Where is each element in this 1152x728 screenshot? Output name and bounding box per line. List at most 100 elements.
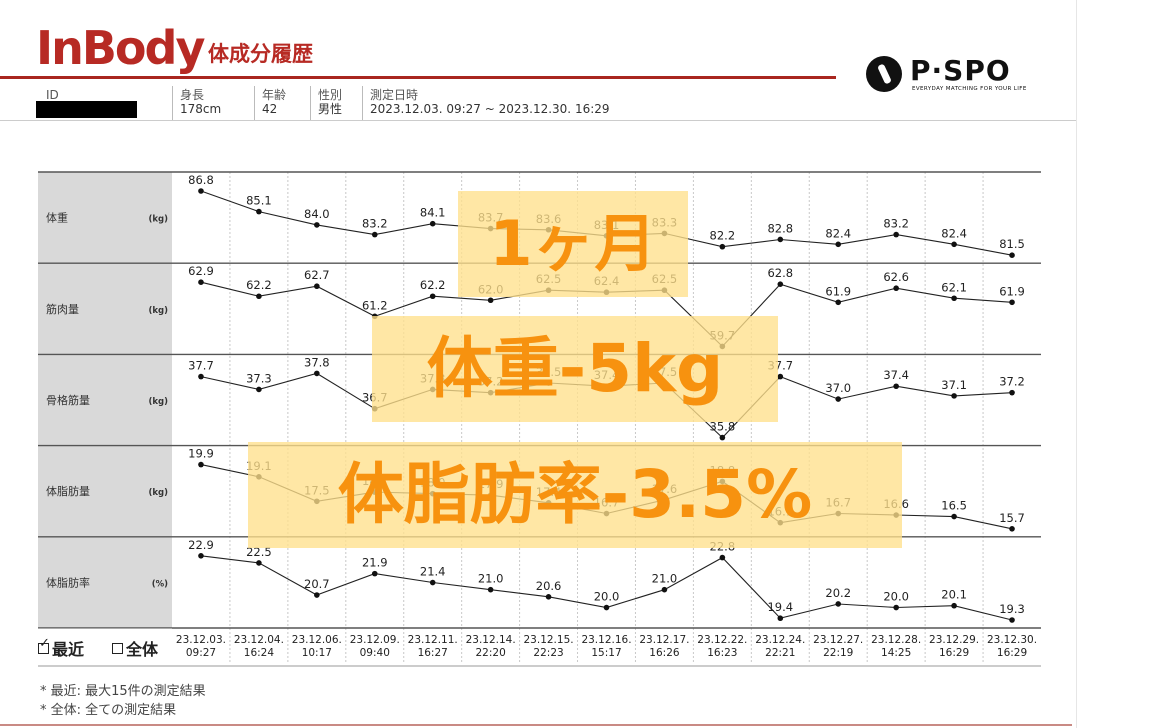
data-point [719,554,726,561]
date-value: 2023.12.03. 09:27 ~ 2023.12.30. 16:29 [370,102,610,116]
x-tick-label: 15:17 [591,647,621,659]
overlay-fat-rate: 体脂肪率-3.5% [248,442,902,548]
legend-recent-label: 最近 [52,640,85,659]
data-point [198,553,204,559]
data-label: 21.4 [420,565,446,579]
data-label: 37.8 [304,355,330,369]
data-label: 62.9 [188,264,214,278]
data-point [256,386,262,393]
x-tick-label: 16:29 [997,647,1027,659]
series-unit: (kg) [148,215,168,225]
height-field: 身長 178cm [180,88,221,116]
data-point [1009,617,1015,623]
data-point [835,396,842,402]
data-point [256,560,262,566]
series-name: 骨格筋量 [46,393,90,407]
title-rule [0,76,836,79]
age-field: 年齢 42 [262,88,286,116]
data-point [371,231,378,238]
x-tick-label: 23.12.24. [755,634,805,646]
data-label: 19.4 [767,600,793,614]
data-label: 62.7 [304,268,330,282]
x-tick-label: 23.12.06. [292,634,342,646]
data-label: 85.1 [246,194,272,208]
brand-tagline: EVERYDAY MATCHING FOR YOUR LIFE [912,86,1027,92]
x-tick-label: 09:40 [360,647,390,659]
id-redacted [36,101,137,118]
sex-field: 性別 男性 [318,88,342,116]
data-label: 37.3 [246,371,272,385]
x-tick-label: 16:23 [707,647,737,659]
data-label: 82.8 [767,221,793,235]
data-point [1009,252,1015,258]
series-unit: (kg) [148,397,168,407]
data-point [835,601,842,607]
x-tick-label: 23.12.29. [929,634,979,646]
x-tick-label: 14:25 [881,647,911,659]
data-label: 20.2 [825,586,851,600]
overlay-weight: 体重-5kg [372,316,778,422]
data-point [893,383,899,390]
data-point [314,283,320,290]
series-name: 筋肉量 [46,302,79,316]
x-tick-label: 23.12.15. [524,634,574,646]
data-point [1009,526,1015,532]
info-separator [362,86,363,120]
data-point [314,592,320,598]
data-point [487,297,494,304]
series-name: 体脂肪率 [46,575,90,589]
data-point [951,295,957,302]
x-tick-label: 22:20 [476,647,506,659]
checkbox-checked-icon[interactable] [38,636,50,654]
legend-all[interactable]: 全体 [112,636,158,660]
x-tick-label: 23.12.04. [234,634,284,646]
data-point [777,236,784,243]
data-label: 61.9 [999,284,1025,298]
series-unit: (%) [152,579,168,589]
x-tick-label: 23.12.11. [408,634,458,646]
data-label: 62.6 [883,270,909,284]
x-tick-label: 23.12.09. [350,634,400,646]
x-tick-label: 16:24 [244,647,275,659]
data-label: 62.2 [420,278,446,292]
date-field: 測定日時 2023.12.03. 09:27 ~ 2023.12.30. 16:… [370,88,610,116]
x-tick-label: 10:17 [302,647,332,659]
data-label: 37.1 [941,378,967,392]
legend-recent[interactable]: 最近 [38,636,84,660]
data-point [951,602,957,609]
data-label: 61.2 [362,298,388,312]
x-tick-label: 22:21 [765,647,795,659]
data-label: 82.4 [825,226,851,240]
x-tick-label: 23.12.17. [639,634,689,646]
data-point [371,570,378,577]
data-point [198,373,204,380]
data-point [1009,389,1015,396]
header-rule [0,120,1076,121]
data-point [661,586,668,593]
data-point [545,594,552,600]
data-point [256,293,262,300]
checkbox-icon[interactable] [112,643,123,654]
info-separator [310,86,311,120]
data-label: 86.8 [188,173,214,187]
data-label: 82.2 [710,229,736,243]
x-tick-label: 22:19 [823,647,853,659]
data-point [719,434,726,441]
data-point [487,586,494,593]
data-label: 22.9 [188,538,214,552]
data-label: 21.0 [478,572,504,586]
data-point [314,370,320,377]
data-point [951,393,957,399]
data-label: 15.7 [999,511,1025,525]
data-point [777,615,784,622]
data-point [256,208,262,215]
legend-all-label: 全体 [126,640,159,659]
x-tick-label: 16:27 [418,647,448,659]
pspo-brand: P·SPO EVERYDAY MATCHING FOR YOUR LIFE [866,56,1026,100]
data-label: 82.4 [941,226,967,240]
x-tick-label: 23.12.28. [871,634,921,646]
data-label: 37.7 [188,359,214,373]
page-edge [1076,0,1077,728]
data-point [777,373,784,380]
